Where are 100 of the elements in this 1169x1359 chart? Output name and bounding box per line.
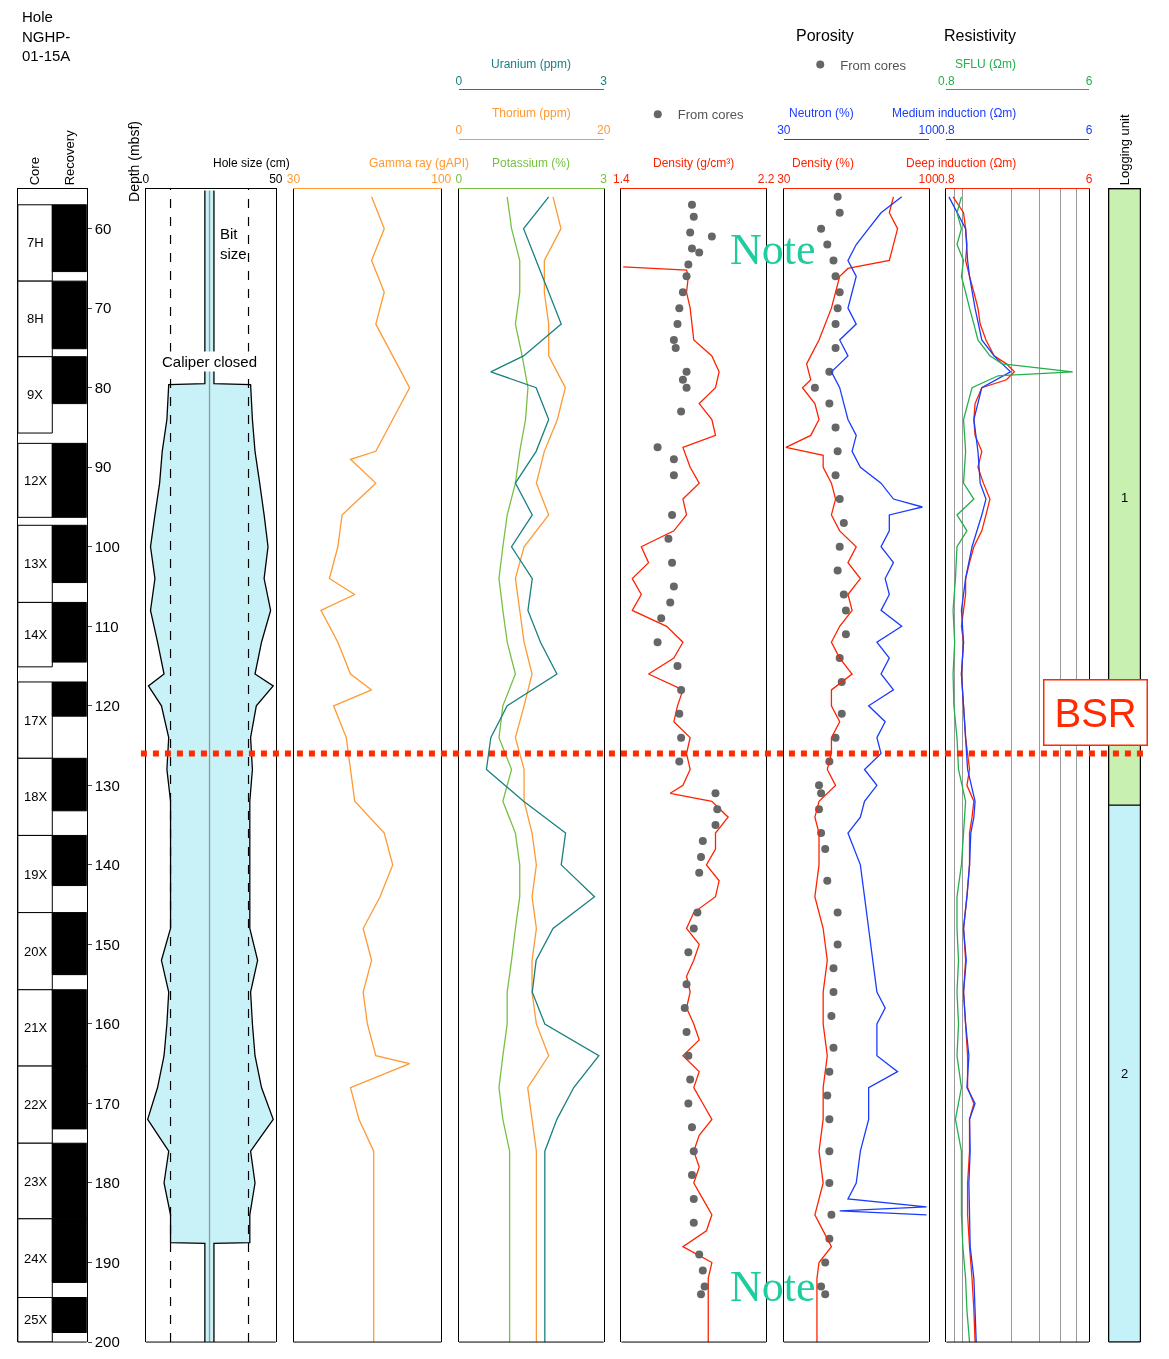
point	[689, 1147, 698, 1156]
point	[682, 272, 691, 281]
chart-title: Resistivity	[944, 27, 1017, 44]
y-tick-label: 180	[94, 1174, 120, 1192]
point	[817, 789, 826, 798]
series-label: 19X	[24, 867, 48, 882]
point	[839, 518, 848, 527]
point	[817, 224, 826, 233]
point	[711, 789, 720, 798]
x-tick-label: 30	[286, 172, 301, 187]
point	[675, 304, 684, 313]
point	[697, 852, 706, 861]
x-tick-label: 0.8	[937, 73, 955, 88]
point	[700, 1282, 709, 1291]
y-tick-label: 130	[94, 776, 120, 794]
point	[697, 1290, 706, 1299]
x2-axis-title: Thorium (ppm)	[492, 106, 571, 120]
point	[671, 343, 680, 352]
point	[677, 407, 686, 416]
point	[831, 471, 840, 480]
point	[835, 542, 844, 551]
point	[677, 733, 686, 742]
point	[695, 868, 704, 877]
point	[823, 240, 832, 249]
point	[825, 1147, 834, 1156]
point	[684, 1051, 693, 1060]
point	[687, 1171, 696, 1180]
point	[653, 638, 662, 647]
point	[833, 304, 842, 313]
point	[693, 908, 702, 917]
x-tick-label: 0	[142, 172, 150, 187]
series-label: 22X	[24, 1097, 48, 1112]
point	[668, 510, 677, 519]
point	[825, 1067, 834, 1076]
series-label: 24X	[24, 1251, 48, 1266]
point	[687, 244, 696, 253]
point	[673, 320, 682, 329]
series-label: 17X	[24, 713, 48, 728]
x-tick-label: 50	[269, 172, 283, 187]
point	[835, 288, 844, 297]
point	[825, 399, 834, 408]
point	[695, 248, 704, 257]
point	[831, 320, 840, 329]
y-axis-title: Depth (mbsf)	[126, 121, 143, 202]
point	[841, 630, 850, 639]
point	[839, 590, 848, 599]
point	[669, 335, 678, 344]
series-label: 8H	[27, 311, 44, 326]
point	[829, 1043, 838, 1052]
x-tick-label: Core	[27, 157, 43, 186]
y-tick-label: 200	[94, 1333, 120, 1351]
point	[837, 709, 846, 718]
series-label: 18X	[24, 789, 48, 804]
point	[829, 988, 838, 997]
x2-axis-title: Neutron (%)	[789, 106, 854, 120]
point	[687, 1123, 696, 1132]
chart-title: Hole NGHP- 01-15A	[22, 8, 71, 64]
point	[825, 1178, 834, 1187]
point	[687, 200, 696, 209]
point	[825, 367, 834, 376]
point	[713, 805, 722, 814]
point	[695, 1250, 704, 1259]
point	[689, 1218, 698, 1227]
series-label: 13X	[24, 556, 48, 571]
legend-label: From cores	[677, 107, 745, 123]
x-tick-label: Recovery	[61, 129, 77, 186]
point	[810, 383, 819, 392]
point	[664, 534, 673, 543]
point	[698, 837, 707, 846]
series-label: 25X	[24, 1312, 48, 1327]
y-tick-label: 160	[94, 1015, 120, 1033]
point	[686, 228, 695, 237]
series-label: 2	[1121, 1066, 1129, 1081]
point	[689, 212, 698, 221]
x-tick-label: 0	[455, 73, 463, 88]
x-tick-label: 6	[1085, 123, 1093, 138]
x-axis-title: Medium induction (Ωm)	[892, 106, 1017, 120]
point	[833, 566, 842, 575]
point	[682, 367, 691, 376]
x-tick-label: Logging unit	[1116, 114, 1132, 186]
x-tick-label: 100	[918, 172, 939, 187]
x-axis-title: Uranium (ppm)	[491, 57, 572, 71]
x2-tick-label: 20	[597, 123, 611, 138]
point	[831, 272, 840, 281]
point	[677, 685, 686, 694]
x-tick-label: 2.2	[757, 172, 775, 187]
point	[689, 924, 698, 933]
y-tick-label: 80	[94, 378, 112, 396]
series-label: 21X	[24, 1020, 48, 1035]
point	[823, 876, 832, 885]
x-axis-title: SFLU (Ωm)	[955, 57, 1016, 71]
series-label: 9X	[27, 387, 44, 402]
x-tick-label: 6	[1085, 73, 1093, 88]
x-tick-label: 0.8	[937, 123, 955, 138]
y-tick-label: 100	[94, 538, 120, 556]
x-tick-label: 6	[1085, 172, 1093, 187]
point	[835, 495, 844, 504]
point	[686, 1075, 695, 1084]
y-tick-label: 140	[94, 856, 120, 874]
series-label: 7H	[27, 235, 44, 250]
